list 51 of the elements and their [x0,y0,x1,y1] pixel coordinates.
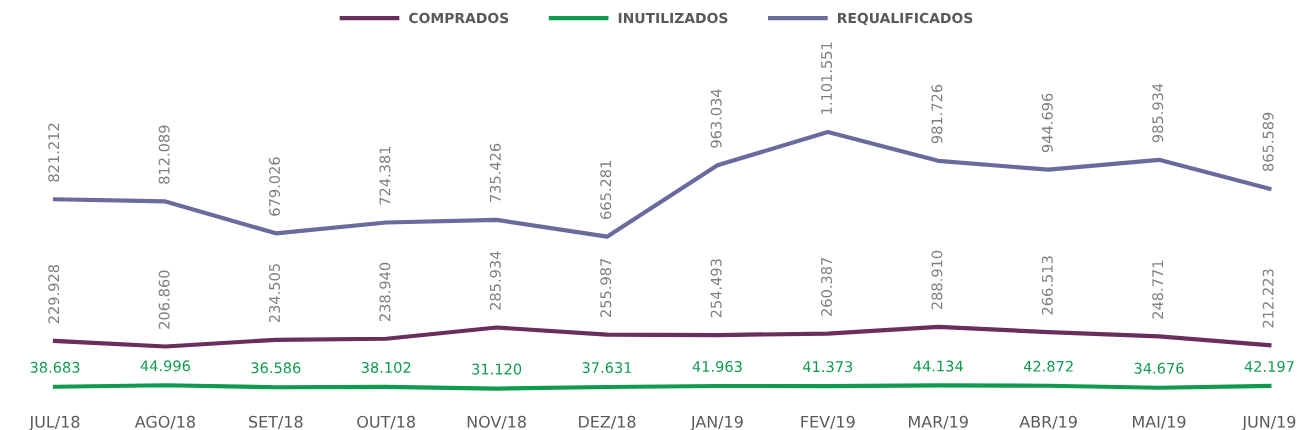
data-label: 944.696 [1041,93,1053,153]
data-label: 665.281 [600,161,612,219]
data-label: 238.940 [379,262,391,322]
data-label: 42.872 [1023,360,1073,372]
data-label: 724.381 [379,146,391,205]
data-label: 963.034 [710,89,722,148]
data-label: 34.676 [1134,362,1184,374]
data-label: 288.910 [931,250,943,310]
x-tick-label: ABR/19 [1019,415,1077,430]
data-label: 266.513 [1041,256,1053,315]
data-label: 812.089 [158,125,170,184]
data-label: 821.212 [48,123,60,182]
data-label: 44.134 [913,360,963,372]
data-label: 37.631 [582,362,632,374]
data-label: 735.426 [489,143,501,202]
x-tick-label: SET/18 [249,415,303,430]
data-label: 865.589 [1262,112,1274,171]
data-label: 42.197 [1244,360,1294,372]
legend-label: REQUALIFICADOS [838,12,973,26]
data-label: 41.373 [803,361,853,373]
data-label: 248.771 [1152,260,1164,319]
data-label: 981.726 [931,84,943,144]
data-label: 36.586 [251,362,301,374]
x-tick-label: OUT/18 [357,415,415,430]
data-label: 206.860 [158,270,170,329]
data-label: 260.387 [821,257,833,316]
data-label: 38.102 [361,361,411,373]
data-label: 1.101.551 [821,42,833,114]
data-label: 234.505 [269,264,281,323]
data-label: 41.963 [692,361,742,373]
data-label: 44.996 [140,360,190,372]
x-tick-label: AGO/18 [134,415,195,430]
data-label: 38.683 [30,361,80,373]
x-tick-label: NOV/18 [467,415,526,430]
data-label: 254.493 [710,259,722,318]
data-label: 229.928 [48,264,60,324]
data-label: 679.026 [269,157,281,216]
x-tick-label: JUN/19 [1241,415,1296,430]
legend-label: INUTILIZADOS [618,12,728,24]
x-tick-label: DEZ/18 [579,415,636,430]
x-tick-label: FEV/19 [801,415,855,430]
x-tick-label: JAN/19 [690,415,743,430]
data-label: 255.987 [600,258,612,317]
data-label: 285.934 [489,251,501,310]
x-tick-label: MAR/19 [909,415,968,430]
data-label: 985.934 [1152,83,1164,143]
x-tick-label: JUL/18 [28,415,80,430]
x-tick-label: MAI/19 [1133,415,1186,430]
data-label: 31.120 [472,363,522,375]
legend-label: COMPRADOS [409,12,509,24]
data-label: 212.223 [1262,269,1274,328]
